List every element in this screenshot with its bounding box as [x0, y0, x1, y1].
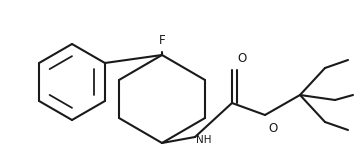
- Text: O: O: [237, 52, 246, 65]
- Text: F: F: [159, 34, 165, 47]
- Text: NH: NH: [196, 135, 211, 145]
- Text: O: O: [268, 122, 277, 135]
